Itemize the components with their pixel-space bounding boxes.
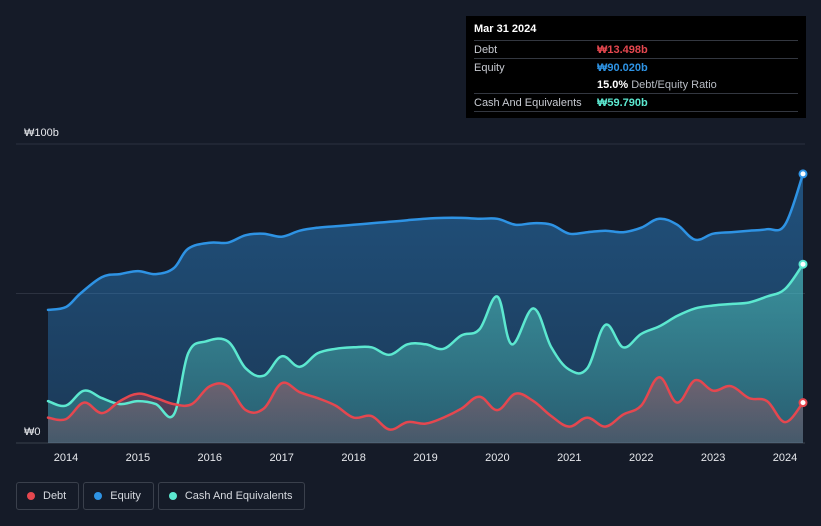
tooltip-cash-row: Cash And Equivalents ₩59.790b	[474, 93, 798, 112]
legend-equity-dot-icon	[94, 492, 103, 500]
x-tick-label: 2019	[413, 452, 437, 464]
x-tick-label: 2022	[629, 452, 653, 464]
x-tick-label: 2024	[773, 452, 797, 464]
tooltip-cash-value: ₩59.790b	[597, 96, 648, 109]
tooltip-date: Mar 31 2024	[474, 23, 537, 35]
y-axis-labels: ₩100b ₩0	[24, 127, 59, 438]
debt-line	[46, 375, 805, 431]
x-tick-label: 2014	[54, 452, 78, 464]
tooltip-equity-label: Equity	[474, 61, 505, 74]
debt-end-marker[interactable]	[798, 398, 808, 408]
tooltip-debt-value: ₩13.498b	[597, 43, 648, 56]
x-axis-labels: 2014 2015 2016 2017 2018 2019 2020 2021 2022 2023…	[54, 452, 798, 464]
data-tooltip: Mar 31 2024 Debt ₩13.498b Equity ₩90.020…	[466, 16, 806, 118]
legend-cash-label: Cash And Equivalents	[184, 490, 293, 502]
tooltip-equity-value: ₩90.020b	[597, 61, 648, 74]
tooltip-debt-label: Debt	[474, 43, 498, 56]
y-tick-label: ₩100b	[24, 127, 59, 139]
x-tick-label: 2018	[341, 452, 365, 464]
x-tick-label: 2016	[198, 452, 222, 464]
legend-cash-dot-icon	[168, 492, 177, 500]
cash-end-marker[interactable]	[798, 259, 808, 269]
debt-area	[48, 377, 803, 443]
equity-end-marker[interactable]	[798, 169, 808, 179]
tooltip-ratio-label: Debt/Equity Ratio	[631, 78, 717, 91]
x-tick-label: 2020	[485, 452, 509, 464]
series-areas	[48, 173, 803, 443]
legend-debt-dot-icon	[27, 492, 35, 500]
tooltip-debt-row: Debt ₩13.498b	[474, 40, 798, 58]
tooltip-equity-row: Equity ₩90.020b	[474, 58, 798, 76]
legend-equity[interactable]: Equity	[83, 482, 154, 510]
x-tick-label: 2023	[701, 452, 725, 464]
legend-equity-label: Equity	[110, 490, 141, 502]
tooltip-ratio-value: 15.0%	[597, 78, 629, 91]
tooltip-ratio-row: 15.0% Debt/Equity Ratio	[474, 76, 798, 93]
legend-cash[interactable]: Cash And Equivalents	[157, 482, 306, 510]
series-end-markers	[798, 169, 808, 408]
equity-line	[46, 172, 805, 312]
y-tick-label: ₩0	[24, 426, 41, 438]
legend-debt[interactable]: Debt	[16, 482, 80, 510]
chart-legend: Debt Equity Cash And Equivalents	[16, 482, 309, 510]
legend-debt-label: Debt	[43, 490, 67, 502]
x-tick-label: 2015	[126, 452, 150, 464]
tooltip-cash-label: Cash And Equivalents	[474, 96, 582, 109]
cash-line	[46, 262, 805, 419]
series-lines	[46, 172, 805, 431]
x-tick-label: 2021	[557, 452, 581, 464]
x-tick-label: 2017	[269, 452, 293, 464]
